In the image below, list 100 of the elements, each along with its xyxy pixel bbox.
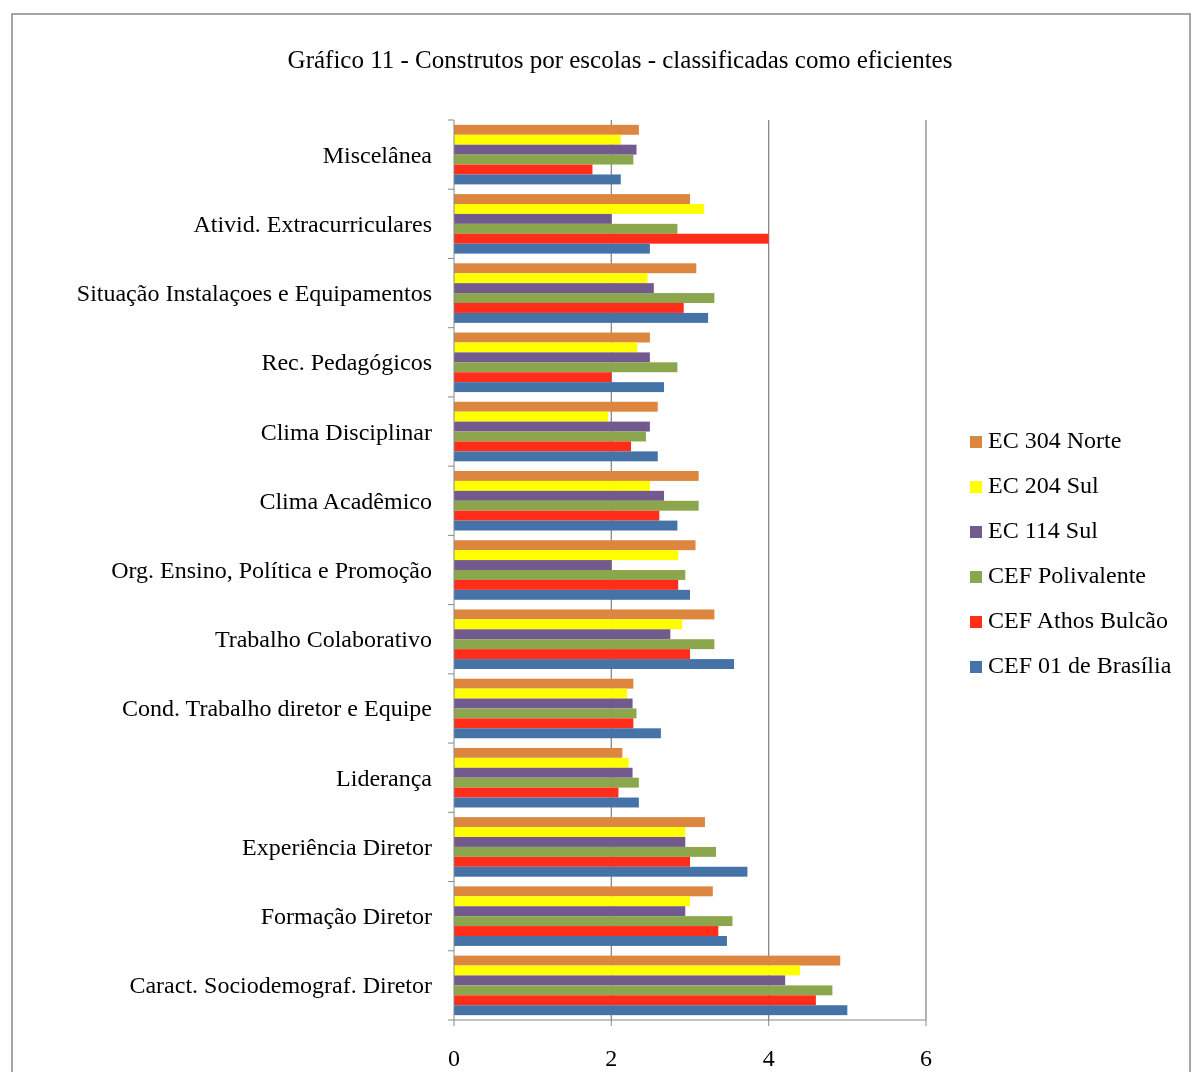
bar: [454, 718, 634, 729]
bar: [454, 678, 634, 689]
bar: [454, 293, 715, 303]
bar: [454, 421, 650, 432]
y-tick-label: Org. Ensino, Política e Promoção: [111, 557, 432, 583]
bar: [454, 243, 650, 254]
y-tick-label: Liderança: [336, 764, 433, 791]
bar: [454, 560, 612, 570]
bar: [454, 975, 786, 986]
bar: [454, 747, 623, 758]
bar: [454, 431, 646, 442]
bar: [454, 757, 629, 768]
y-tick-label: Formação Diretor: [260, 903, 432, 930]
bar: [454, 550, 679, 561]
y-tick-label: Experiência Diretor: [242, 833, 432, 860]
bar: [454, 362, 678, 373]
x-tick-label: 2: [605, 1045, 618, 1071]
bar: [454, 342, 638, 353]
bar: [454, 698, 633, 709]
bar: [454, 965, 801, 976]
bar: [454, 154, 634, 165]
bar: [454, 223, 678, 234]
y-tick-label: Trabalho Colaborativo: [214, 626, 432, 653]
bar: [454, 886, 713, 897]
bar: [454, 1005, 848, 1016]
bar: [454, 837, 686, 847]
y-tick-label: Cond. Trabalho diretor e Equipe: [122, 695, 432, 722]
bar: [454, 856, 690, 867]
bar: [454, 441, 631, 452]
bar: [454, 164, 593, 175]
bar: [454, 372, 612, 383]
bar: [454, 540, 696, 551]
bar: [454, 659, 735, 669]
x-tick-label: 4: [762, 1045, 775, 1071]
x-tick-label: 0: [448, 1045, 460, 1071]
bar: [454, 134, 621, 145]
bar: [454, 233, 769, 244]
bar: [454, 144, 637, 155]
bar: [454, 213, 612, 224]
bar: [454, 570, 686, 580]
bar: [454, 332, 650, 343]
bar: [454, 985, 833, 996]
y-tick-label: Clima Disciplinar: [260, 418, 432, 445]
bar: [454, 589, 690, 600]
x-tick-label: 6: [920, 1045, 932, 1071]
bar: [454, 411, 609, 422]
bar: [454, 797, 639, 808]
bar: [454, 846, 716, 857]
bar: [454, 916, 733, 927]
bar: [454, 194, 690, 204]
bar: [454, 995, 816, 1006]
bar: [454, 728, 661, 739]
bar: [454, 827, 686, 837]
bar: [454, 451, 658, 462]
legend-label: EC 204 Sul: [988, 472, 1100, 498]
bar: [454, 817, 705, 828]
bar: [454, 866, 748, 877]
bar: [454, 352, 650, 363]
bar: [454, 490, 665, 501]
y-tick-label: Caract. Sociodemograf. Diretor: [129, 972, 432, 999]
bar: [454, 520, 678, 531]
legend-label: CEF 01 de Brasília: [988, 652, 1172, 678]
bar: [454, 273, 648, 284]
bar: [454, 906, 686, 917]
bar: [454, 787, 619, 798]
bar: [454, 767, 633, 778]
bar: [454, 303, 684, 313]
bar: [454, 174, 621, 185]
bar: [454, 609, 715, 620]
bar: [454, 688, 628, 699]
bar: [454, 708, 637, 719]
bar: [454, 619, 683, 630]
y-tick-label: Clima Acadêmico: [259, 487, 432, 514]
bar: [454, 124, 639, 135]
bar: [454, 471, 699, 481]
bar: [454, 896, 690, 907]
bar: [454, 263, 697, 274]
bar: [454, 629, 671, 640]
bar: [454, 401, 658, 412]
bar: [454, 777, 639, 788]
bar: [454, 500, 699, 511]
bar: [454, 480, 650, 491]
bar: [454, 204, 705, 214]
bar: [454, 312, 709, 323]
chart-title: Gráfico 11 - Construtos por escolas - classificadas como eficientes: [287, 46, 953, 73]
y-tick-label: Rec. Pedagógicos: [261, 349, 432, 376]
legend-label: CEF Athos Bulcão: [988, 607, 1169, 633]
legend-label: EC 304 Norte: [988, 427, 1122, 453]
bar: [454, 283, 654, 294]
legend-label: CEF Polivalente: [988, 562, 1146, 588]
bar: [454, 510, 660, 521]
bar: [454, 639, 715, 650]
y-tick-label: Situação Instalaçoes e Equipamentos: [76, 280, 432, 307]
legend-label: EC 114 Sul: [988, 517, 1099, 543]
y-tick-label: Miscelânea: [322, 141, 433, 168]
bar: [454, 955, 841, 966]
bar: [454, 579, 679, 590]
bar: [454, 936, 727, 946]
y-tick-label: Ativid. Extracurriculares: [193, 210, 432, 237]
bar: [454, 926, 719, 936]
